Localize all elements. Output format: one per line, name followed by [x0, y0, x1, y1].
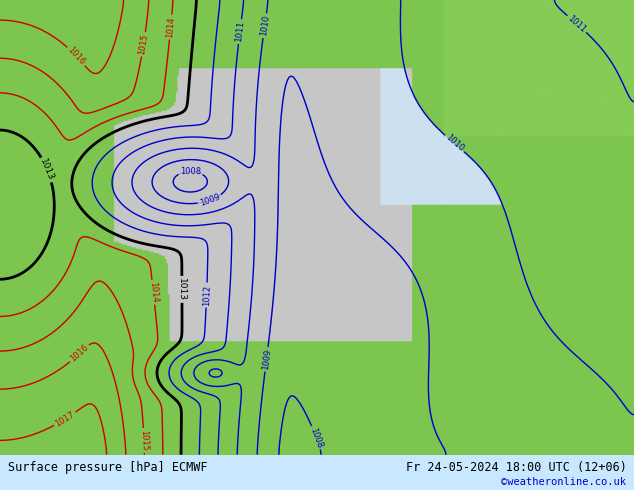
- Text: ©weatheronline.co.uk: ©weatheronline.co.uk: [501, 477, 626, 487]
- Text: 1014: 1014: [148, 281, 159, 303]
- Text: 1011: 1011: [566, 14, 588, 34]
- Text: 1015: 1015: [139, 430, 149, 451]
- Text: 1015: 1015: [138, 33, 150, 55]
- Text: 1009: 1009: [261, 348, 272, 370]
- Text: 1016: 1016: [68, 343, 90, 364]
- Text: 1011: 1011: [234, 21, 246, 43]
- Text: 1014: 1014: [165, 16, 176, 38]
- Text: 1010: 1010: [444, 133, 465, 154]
- Text: 1016: 1016: [66, 46, 87, 67]
- Text: 1008: 1008: [180, 167, 201, 176]
- Text: 1010: 1010: [259, 15, 271, 37]
- Text: 1013: 1013: [39, 157, 56, 182]
- Text: 1008: 1008: [308, 426, 324, 449]
- Text: 1017: 1017: [54, 410, 76, 428]
- Text: Fr 24-05-2024 18:00 UTC (12+06): Fr 24-05-2024 18:00 UTC (12+06): [406, 461, 626, 473]
- Text: 1013: 1013: [178, 278, 186, 301]
- Text: 1009: 1009: [198, 193, 221, 208]
- Text: Surface pressure [hPa] ECMWF: Surface pressure [hPa] ECMWF: [8, 461, 207, 473]
- Text: 1012: 1012: [202, 284, 212, 306]
